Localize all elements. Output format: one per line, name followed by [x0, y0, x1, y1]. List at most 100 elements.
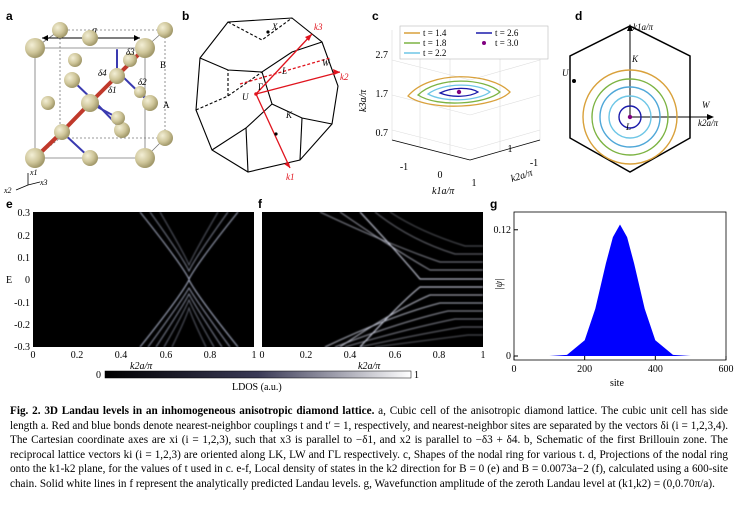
bz-point-k: K	[285, 110, 293, 120]
g-xtick-0: 0	[512, 364, 517, 375]
g-ytick-1: 0	[506, 351, 511, 362]
panel-c: c 2.7 1.7 0.7 k3a/π -1 0 1 1 -1 k1a/π k2…	[358, 9, 549, 197]
colorbar-label: LDOS (a.u.)	[232, 382, 282, 393]
g-ytick-0: 0.12	[494, 225, 512, 236]
delta4-label: δ4	[98, 68, 107, 78]
c-ytick-2: 0.7	[376, 128, 389, 139]
k2-arrow	[255, 71, 341, 95]
e-ytick-4: -0.1	[14, 298, 30, 309]
g-xtick-2: 400	[648, 364, 663, 375]
caption-body: a, Cubic cell of the anisotropic diamond…	[10, 405, 728, 490]
e-ytick-0: 0.3	[18, 208, 31, 219]
d-xlabel: k2a/π	[698, 118, 718, 128]
d-hexagon	[569, 25, 691, 173]
e-xtick-4: 0.8	[204, 350, 217, 361]
d-point-w: W	[702, 100, 711, 110]
panel-d-label: d	[575, 9, 582, 23]
k1-label: k1	[286, 172, 295, 182]
legend-t30: t = 3.0	[495, 38, 519, 48]
bz-point-gamma: Γ	[258, 82, 263, 92]
e-ylabel: E	[6, 275, 12, 286]
c-legend: t = 1.4 t = 1.8 t = 2.2 t = 2.6 t = 3.0	[399, 25, 549, 60]
delta3-label: δ3	[126, 47, 135, 57]
k3-label: k3	[314, 22, 323, 32]
panel-f: f 0 0.2 0.4 0.6 0.8 1 k2a/π	[258, 197, 486, 372]
f-xtick-1: 0.2	[300, 350, 313, 361]
colorbar-max: 1	[414, 370, 419, 381]
g-xtick-3: 600	[719, 364, 734, 375]
e-plot-area	[33, 212, 254, 347]
brillouin-zone	[195, 17, 339, 173]
f-xtick-5: 1	[481, 350, 486, 361]
k2-label: k2	[340, 72, 349, 82]
c-xlabel: k1a/π	[432, 186, 455, 197]
d-ylabel: k1a/π	[633, 22, 653, 32]
f-xtick-2: 0.4	[344, 350, 357, 361]
g-wavefunction-area	[514, 224, 726, 356]
panel-a-label: a	[6, 9, 13, 23]
figure-canvas: a a	[3, 9, 734, 393]
e-xtick-0: 0	[31, 350, 36, 361]
d-point-u: U	[562, 68, 569, 78]
c-zlabel: k2a/π	[510, 167, 535, 185]
delta2-label: δ2	[138, 77, 147, 87]
c-xtick-2: 1	[472, 178, 477, 189]
c-ztick-0: 1	[508, 144, 513, 155]
site-b-label: B	[160, 60, 166, 70]
nodal-rings	[407, 76, 511, 107]
legend-t26: t = 2.6	[495, 28, 519, 38]
f-xtick-4: 0.8	[433, 350, 446, 361]
e-ytick-6: -0.3	[14, 342, 30, 353]
c-xtick-1: 0	[438, 170, 443, 181]
colorbar-gradient	[104, 370, 412, 379]
e-ytick-1: 0.2	[18, 231, 31, 242]
c-ytick-0: 2.7	[376, 50, 389, 61]
d-point-l: L	[625, 122, 631, 132]
panel-c-label: c	[372, 9, 379, 23]
e-xtick-5: 1	[252, 350, 257, 361]
panel-g-label: g	[490, 197, 497, 211]
colorbar: 0 1 LDOS (a.u.)	[96, 370, 419, 393]
e-xtick-2: 0.4	[115, 350, 128, 361]
panel-d: d k1a/π k2a/π K U W L	[562, 9, 718, 173]
site-a-label: A	[163, 100, 170, 110]
legend-t14: t = 1.4	[423, 28, 447, 38]
f-xtick-3: 0.6	[389, 350, 402, 361]
caption-title: 3D Landau levels in an inhomogeneous ani…	[44, 405, 375, 417]
panel-a: a a	[3, 9, 173, 195]
panel-b: b X L W U K Γ k3	[182, 9, 349, 182]
k1-arrow	[255, 93, 291, 169]
delta1-label: δ1	[108, 85, 117, 95]
legend-t22: t = 2.2	[423, 48, 446, 58]
caption-fig-label: Fig. 2.	[10, 405, 41, 417]
c-ylabel: k3a/π	[358, 89, 369, 112]
d-rings	[582, 69, 678, 165]
bz-point-w: W	[322, 58, 331, 68]
g-xlabel: site	[610, 378, 624, 389]
panel-e-label: e	[6, 197, 13, 211]
e-xtick-3: 0.6	[160, 350, 173, 361]
panel-e: e 0.3 0.2 0.1 0 -0.1 -0.2 -0.3 E 0 0.2 0…	[6, 197, 257, 372]
g-xtick-1: 200	[577, 364, 592, 375]
bz-point-x: X	[271, 22, 278, 32]
axis-x2-label: x2	[3, 186, 12, 195]
bz-point-u: U	[242, 92, 249, 102]
legend-t18: t = 1.8	[423, 38, 447, 48]
e-ytick-5: -0.2	[14, 320, 30, 331]
g-ylabel: |ψ|	[494, 278, 505, 290]
c-ztick-1: -1	[530, 158, 538, 169]
colorbar-min: 0	[96, 370, 101, 381]
c-xtick-0: -1	[400, 162, 408, 173]
e-bands	[139, 211, 239, 348]
e-xlabel: k2a/π	[130, 361, 153, 372]
e-ytick-2: 0.1	[18, 253, 31, 264]
panel-b-label: b	[182, 9, 189, 23]
e-xtick-1: 0.2	[71, 350, 84, 361]
e-ytick-3: 0	[25, 275, 30, 286]
figure-caption: Fig. 2. 3D Landau levels in an inhomogen…	[10, 404, 728, 492]
axis-x1-label: x1	[29, 168, 38, 177]
axis-x3-label: x3	[39, 178, 48, 187]
panel-g: g 0.12 00 200 400 600 |ψ| site	[490, 197, 734, 389]
panel-f-label: f	[258, 197, 263, 211]
c-ytick-1: 1.7	[376, 89, 389, 100]
